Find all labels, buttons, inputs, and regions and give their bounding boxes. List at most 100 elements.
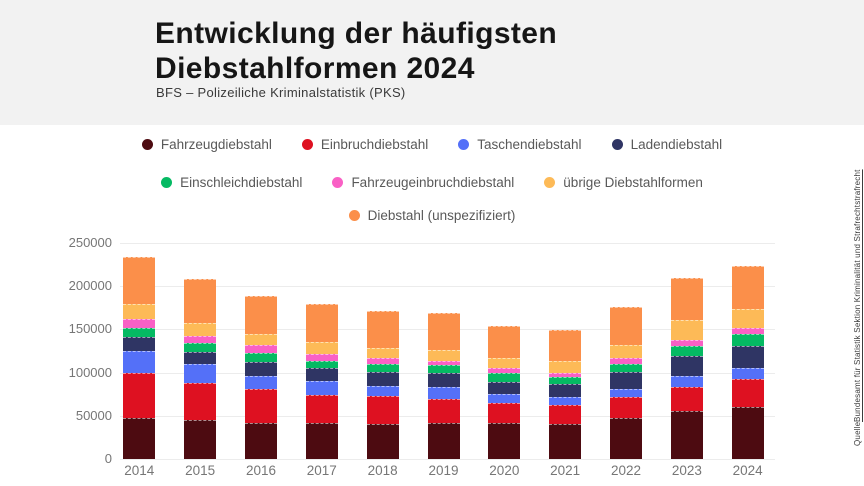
bar-segment[interactable] bbox=[549, 377, 582, 384]
legend-item-1[interactable]: Einbruchdiebstahl bbox=[301, 137, 428, 152]
bar-segment[interactable] bbox=[123, 303, 156, 320]
bar-segment[interactable] bbox=[184, 335, 217, 343]
bar-2023[interactable] bbox=[670, 277, 703, 459]
bar-segment[interactable] bbox=[244, 362, 277, 376]
bar-2019[interactable] bbox=[427, 312, 460, 459]
bar-segment[interactable] bbox=[244, 352, 277, 363]
bar-segment[interactable] bbox=[488, 325, 521, 358]
bar-segment[interactable] bbox=[610, 372, 643, 389]
bar-segment[interactable] bbox=[488, 357, 521, 369]
bar-segment[interactable] bbox=[610, 396, 643, 418]
bar-segment[interactable] bbox=[670, 345, 703, 356]
bar-segment[interactable] bbox=[670, 355, 703, 376]
bar-segment[interactable] bbox=[366, 396, 399, 425]
bar-segment[interactable] bbox=[488, 373, 521, 382]
bar-segment[interactable] bbox=[305, 354, 338, 361]
bar-segment[interactable] bbox=[366, 311, 399, 349]
bar-segment[interactable] bbox=[549, 330, 582, 362]
bar-segment[interactable] bbox=[305, 423, 338, 459]
bar-segment[interactable] bbox=[123, 418, 156, 459]
bar-2017[interactable] bbox=[305, 303, 338, 459]
bar-segment[interactable] bbox=[427, 387, 460, 399]
bar-segment[interactable] bbox=[366, 424, 399, 459]
bar-segment[interactable] bbox=[488, 403, 521, 424]
bar-segment[interactable] bbox=[366, 348, 399, 359]
bar-2016[interactable] bbox=[244, 295, 277, 459]
bar-segment[interactable] bbox=[123, 373, 156, 419]
bar-segment[interactable] bbox=[305, 303, 338, 343]
bar-segment[interactable] bbox=[366, 371, 399, 386]
legend-item-2[interactable]: Taschendiebstahl bbox=[458, 137, 582, 152]
bar-segment[interactable] bbox=[670, 411, 703, 459]
bar-segment[interactable] bbox=[123, 336, 156, 352]
bar-segment[interactable] bbox=[549, 383, 582, 398]
bar-segment[interactable] bbox=[549, 405, 582, 425]
bar-segment[interactable] bbox=[549, 361, 582, 374]
bar-segment[interactable] bbox=[731, 266, 764, 310]
bar-segment[interactable] bbox=[731, 378, 764, 408]
bar-segment[interactable] bbox=[184, 364, 217, 383]
bar-segment[interactable] bbox=[610, 363, 643, 373]
bar-segment[interactable] bbox=[488, 423, 521, 459]
legend-item-8[interactable]: Diebstahl (unspezifiziert) bbox=[348, 208, 515, 223]
source-link[interactable]: Bundesamt für Statistik Sektion Kriminal… bbox=[853, 169, 862, 423]
bar-segment[interactable] bbox=[184, 278, 217, 323]
bar-segment[interactable] bbox=[123, 327, 156, 337]
bar-2015[interactable] bbox=[184, 278, 217, 459]
legend-item-0[interactable]: Fahrzeugdiebstahl bbox=[141, 137, 272, 152]
bar-segment[interactable] bbox=[427, 423, 460, 459]
bar-segment[interactable] bbox=[731, 327, 764, 335]
bar-segment[interactable] bbox=[670, 339, 703, 346]
bar-segment[interactable] bbox=[184, 351, 217, 365]
bar-segment[interactable] bbox=[731, 309, 764, 328]
bar-segment[interactable] bbox=[731, 346, 764, 368]
bar-segment[interactable] bbox=[488, 393, 521, 404]
bar-segment[interactable] bbox=[488, 368, 521, 374]
bar-segment[interactable] bbox=[184, 322, 217, 336]
bar-2021[interactable] bbox=[549, 330, 582, 459]
bar-segment[interactable] bbox=[610, 388, 643, 397]
bar-segment[interactable] bbox=[731, 334, 764, 347]
bar-segment[interactable] bbox=[610, 307, 643, 346]
bar-segment[interactable] bbox=[244, 375, 277, 390]
bar-segment[interactable] bbox=[244, 345, 277, 353]
bar-segment[interactable] bbox=[366, 364, 399, 372]
bar-segment[interactable] bbox=[670, 277, 703, 320]
bar-segment[interactable] bbox=[731, 407, 764, 459]
legend-item-6[interactable]: übrige Diebstahlformen bbox=[544, 175, 703, 190]
bar-segment[interactable] bbox=[305, 394, 338, 424]
bar-segment[interactable] bbox=[488, 381, 521, 394]
bar-segment[interactable] bbox=[123, 319, 156, 328]
bar-segment[interactable] bbox=[427, 364, 460, 374]
bar-segment[interactable] bbox=[184, 419, 217, 459]
bar-segment[interactable] bbox=[244, 295, 277, 334]
bar-segment[interactable] bbox=[305, 342, 338, 355]
bar-2014[interactable] bbox=[123, 256, 156, 459]
bar-segment[interactable] bbox=[244, 422, 277, 459]
bar-segment[interactable] bbox=[610, 417, 643, 459]
bar-segment[interactable] bbox=[427, 373, 460, 388]
bar-2020[interactable] bbox=[488, 325, 521, 459]
legend-item-3[interactable]: Ladendiebstahl bbox=[611, 137, 722, 152]
bar-2018[interactable] bbox=[366, 311, 399, 459]
bar-segment[interactable] bbox=[670, 375, 703, 388]
bar-segment[interactable] bbox=[427, 312, 460, 350]
bar-segment[interactable] bbox=[366, 358, 399, 364]
bar-segment[interactable] bbox=[549, 397, 582, 406]
bar-segment[interactable] bbox=[305, 360, 338, 368]
bar-segment[interactable] bbox=[427, 398, 460, 424]
bar-segment[interactable] bbox=[123, 351, 156, 374]
bar-segment[interactable] bbox=[610, 345, 643, 358]
legend-item-4[interactable]: Einschleichdiebstahl bbox=[161, 175, 302, 190]
bar-segment[interactable] bbox=[184, 342, 217, 352]
bar-2024[interactable] bbox=[731, 266, 764, 459]
bar-segment[interactable] bbox=[670, 387, 703, 412]
bar-segment[interactable] bbox=[731, 367, 764, 379]
bar-segment[interactable] bbox=[549, 373, 582, 378]
bar-segment[interactable] bbox=[427, 349, 460, 361]
bar-segment[interactable] bbox=[305, 381, 338, 395]
legend-item-5[interactable]: Fahrzeugeinbruchdiebstahl bbox=[332, 175, 514, 190]
bar-segment[interactable] bbox=[549, 424, 582, 459]
bar-segment[interactable] bbox=[366, 385, 399, 397]
bar-segment[interactable] bbox=[610, 357, 643, 364]
